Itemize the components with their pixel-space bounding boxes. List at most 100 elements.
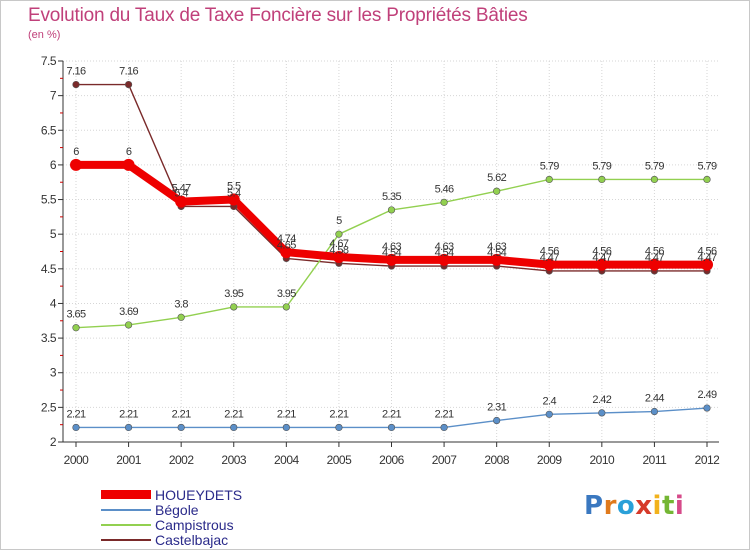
data-label: 5.46 (435, 183, 454, 195)
data-label: 3.8 (174, 298, 188, 310)
data-label: 2.21 (277, 408, 296, 420)
y-tick-label: 7 (50, 89, 57, 103)
data-point (230, 423, 238, 432)
data-label: 4.56 (645, 246, 664, 258)
x-tick-label: 2009 (537, 453, 563, 467)
legend-swatch-campistrous (101, 523, 151, 526)
data-point (493, 187, 501, 195)
data-point (335, 423, 343, 432)
data-point (703, 175, 711, 184)
data-point (438, 253, 451, 266)
data-point (703, 404, 711, 412)
data-label: 2.21 (172, 408, 191, 420)
legend-label-castelbajac: Castelbajac (155, 531, 229, 548)
data-label: 4.65 (277, 239, 296, 251)
data-point (387, 206, 396, 214)
data-point (595, 258, 608, 271)
legend-label-begole: Bégole (155, 501, 199, 518)
x-tick-label: 2010 (589, 453, 615, 467)
logo-letter: r (603, 491, 617, 521)
data-point (545, 410, 553, 418)
y-tick-label: 4 (50, 296, 57, 310)
legend-item-campistrous: Campistrous (101, 517, 242, 532)
y-tick-label: 6 (50, 158, 57, 172)
data-label: 3.95 (277, 288, 296, 300)
data-label: 2.21 (382, 408, 401, 420)
x-tick-label: 2001 (116, 453, 142, 467)
data-label: 5.79 (645, 160, 664, 172)
data-label: 5.5 (227, 181, 241, 193)
data-label: 4.56 (592, 246, 611, 258)
legend: HOUEYDETS Bégole Campistrous Castelbajac (101, 487, 242, 547)
data-point (701, 258, 713, 271)
x-tick-label: 2007 (432, 453, 458, 467)
data-label: 4.47 (540, 252, 559, 264)
data-label: 4.56 (697, 246, 716, 258)
data-label: 4.63 (487, 241, 506, 253)
data-label: 5.47 (172, 183, 191, 195)
data-point (227, 193, 240, 206)
x-tick-label: 2004 (274, 453, 300, 467)
x-tick-label: 2011 (643, 453, 668, 467)
legend-item-begole: Bégole (101, 502, 242, 517)
data-point (490, 253, 503, 266)
data-label: 4.67 (329, 238, 348, 250)
y-tick-label: 2.5 (41, 400, 57, 414)
logo-letter: t (661, 491, 675, 521)
data-point (282, 303, 290, 311)
data-point (385, 253, 398, 266)
x-tick-label: 2008 (484, 453, 510, 467)
data-label: 5.79 (540, 160, 559, 172)
data-label: 4.54 (487, 247, 506, 259)
data-point (122, 158, 135, 171)
data-point (72, 423, 80, 432)
data-point (124, 423, 133, 432)
data-label: 4.54 (435, 247, 454, 259)
data-point (124, 80, 133, 89)
legend-swatch-begole (101, 508, 151, 511)
data-point (335, 230, 343, 238)
data-label: 2.31 (487, 402, 506, 414)
data-label: 2.42 (592, 394, 611, 406)
logo-letter: P (584, 491, 604, 521)
data-point (440, 423, 448, 432)
data-label: 4.58 (329, 244, 348, 256)
y-tick-label: 7.5 (41, 54, 57, 68)
logo-letter: i (652, 491, 662, 521)
data-label: 2.21 (66, 408, 85, 420)
x-tick-label: 2000 (64, 453, 90, 467)
data-point (124, 321, 133, 329)
data-label: 4.47 (645, 252, 664, 264)
data-label: 2.21 (329, 408, 348, 420)
y-tick-label: 4.5 (41, 262, 57, 276)
x-tick-label: 2005 (327, 453, 353, 467)
data-label: 6 (126, 146, 132, 158)
data-label: 3.65 (66, 309, 85, 321)
data-point (72, 324, 80, 332)
data-label: 7.16 (119, 66, 138, 78)
data-point (650, 175, 659, 184)
legend-swatch-castelbajac (101, 538, 151, 541)
data-label: 4.63 (382, 241, 401, 253)
data-label: 5.4 (174, 187, 188, 199)
data-label: 2.21 (224, 408, 243, 420)
data-point (70, 158, 82, 171)
x-tick-label: 2012 (695, 453, 721, 467)
data-label: 3.69 (119, 306, 138, 318)
x-tick-label: 2003 (221, 453, 247, 467)
data-label: 4.56 (540, 246, 559, 258)
y-tick-label: 5.5 (41, 193, 57, 207)
data-label: 4.63 (435, 241, 454, 253)
data-point (493, 416, 501, 425)
data-label: 5.62 (487, 172, 506, 184)
data-label: 5.4 (227, 187, 241, 199)
data-point (650, 407, 659, 416)
x-tick-label: 2006 (379, 453, 405, 467)
data-label: 5 (336, 215, 342, 227)
data-label: 2.21 (119, 408, 138, 420)
legend-swatch-houeydets (101, 490, 151, 499)
data-label: 4.74 (277, 233, 296, 245)
data-label: 2.44 (645, 393, 664, 405)
